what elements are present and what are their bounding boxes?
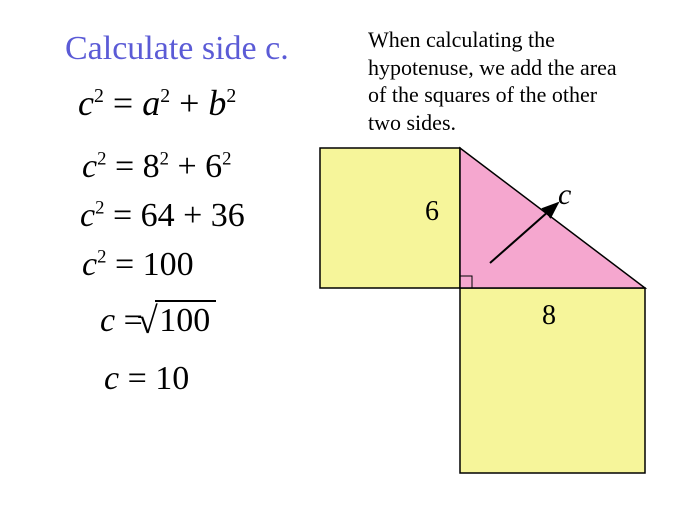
page-title: Calculate side c. [65,30,289,68]
label-side-8: 8 [542,300,556,332]
label-c: c [558,178,571,212]
equation-line-6: c = 10 [104,360,189,398]
equation-line-4: c2 = 100 [82,246,194,284]
equation-line-5: c = √100 [100,302,216,340]
pythagoras-diagram [290,138,690,518]
explanation-text: When calculating the hypotenuse, we add … [368,26,628,136]
label-side-6: 6 [425,196,439,228]
equation-line-2: c2 = 82 + 62 [82,148,232,186]
square-side-b [320,148,460,288]
right-triangle [460,148,645,288]
equation-line-1: c2 = a2 + b2 [78,82,236,124]
equation-line-3: c2 = 64 + 36 [80,197,245,235]
